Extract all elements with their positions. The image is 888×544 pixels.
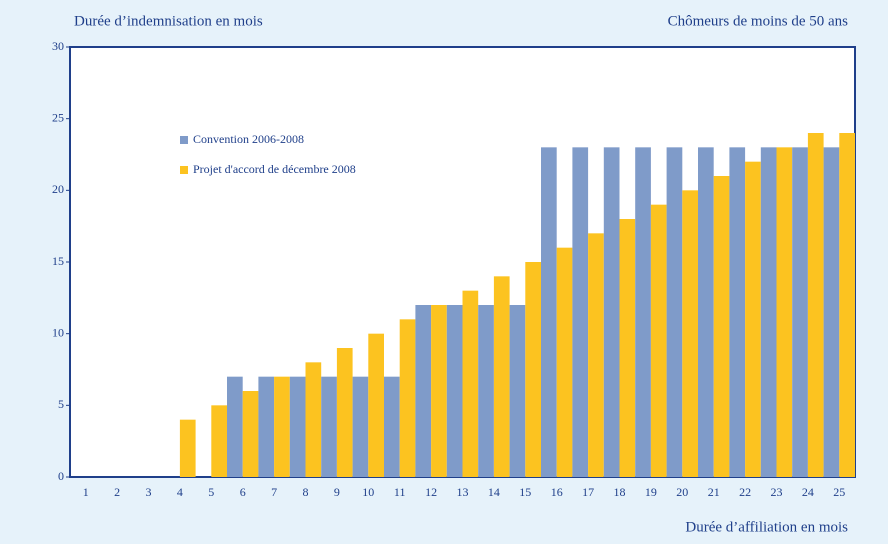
x-tick-label: 20: [676, 485, 688, 499]
bar: [289, 376, 306, 477]
bar: [399, 319, 416, 477]
bar: [713, 176, 730, 477]
bar: [525, 262, 541, 477]
bar: [556, 247, 573, 477]
bar: [462, 290, 479, 477]
bar: [807, 133, 824, 477]
bar: [368, 333, 384, 477]
bar: [698, 147, 714, 478]
bar: [493, 276, 510, 477]
x-tick-label: 14: [488, 485, 500, 499]
bar: [635, 147, 651, 478]
bar: [179, 419, 196, 477]
x-tick-label: 12: [425, 485, 437, 499]
bar: [415, 305, 432, 477]
x-tick-label: 15: [519, 485, 531, 499]
bar: [682, 190, 698, 478]
bar: [336, 348, 353, 477]
bar: [321, 376, 337, 477]
x-tick-label: 21: [708, 485, 720, 499]
y-tick-label: 20: [52, 182, 64, 196]
bar: [431, 305, 447, 477]
bar: [242, 391, 259, 477]
bar: [729, 147, 746, 478]
bar: [211, 405, 227, 477]
bar: [666, 147, 683, 478]
x-tick-label: 9: [334, 485, 340, 499]
x-tick-label: 16: [551, 485, 563, 499]
chart-title: Durée d’indemnisation en mois: [74, 13, 263, 29]
x-tick-label: 25: [833, 485, 845, 499]
x-tick-label: 10: [362, 485, 374, 499]
y-tick-label: 0: [58, 469, 64, 483]
legend-label: Convention 2006-2008: [193, 132, 304, 146]
x-tick-label: 6: [240, 485, 246, 499]
bar: [823, 147, 840, 478]
bar: [258, 376, 275, 477]
bar: [776, 147, 793, 478]
chart-subtitle: Chômeurs de moins de 50 ans: [668, 13, 849, 29]
legend-swatch: [180, 166, 188, 174]
y-tick-label: 15: [52, 254, 64, 268]
bar: [760, 147, 777, 478]
bar: [352, 376, 369, 477]
x-tick-label: 22: [739, 485, 751, 499]
bar: [478, 305, 494, 477]
bar: [572, 147, 589, 478]
bar: [305, 362, 322, 477]
x-tick-label: 19: [645, 485, 657, 499]
x-axis-label: Durée d’affiliation en mois: [685, 519, 848, 535]
x-tick-label: 5: [208, 485, 214, 499]
bar: [384, 376, 400, 477]
bar: [792, 147, 808, 478]
bar: [509, 305, 526, 477]
bar: [274, 376, 290, 477]
x-tick-label: 11: [394, 485, 406, 499]
x-tick-label: 7: [271, 485, 277, 499]
bar: [446, 305, 463, 477]
x-tick-label: 13: [457, 485, 469, 499]
x-tick-label: 8: [303, 485, 309, 499]
y-tick-label: 25: [52, 110, 64, 124]
x-tick-label: 1: [83, 485, 89, 499]
bar: [541, 147, 557, 478]
x-tick-label: 23: [771, 485, 783, 499]
bar: [588, 233, 604, 477]
y-tick-label: 30: [52, 39, 64, 53]
legend-swatch: [180, 136, 188, 144]
x-tick-label: 4: [177, 485, 183, 499]
x-tick-label: 17: [582, 485, 594, 499]
y-tick-label: 5: [58, 397, 64, 411]
x-tick-label: 24: [802, 485, 814, 499]
bar: [227, 376, 243, 477]
x-tick-label: 3: [146, 485, 152, 499]
bar: [603, 147, 620, 478]
bar: [745, 161, 761, 477]
x-tick-label: 18: [614, 485, 626, 499]
y-tick-label: 10: [52, 325, 64, 339]
bar: [650, 204, 667, 477]
bar: [839, 133, 855, 477]
bar: [619, 219, 636, 477]
x-tick-label: 2: [114, 485, 120, 499]
legend-label: Projet d'accord de décembre 2008: [193, 162, 356, 176]
